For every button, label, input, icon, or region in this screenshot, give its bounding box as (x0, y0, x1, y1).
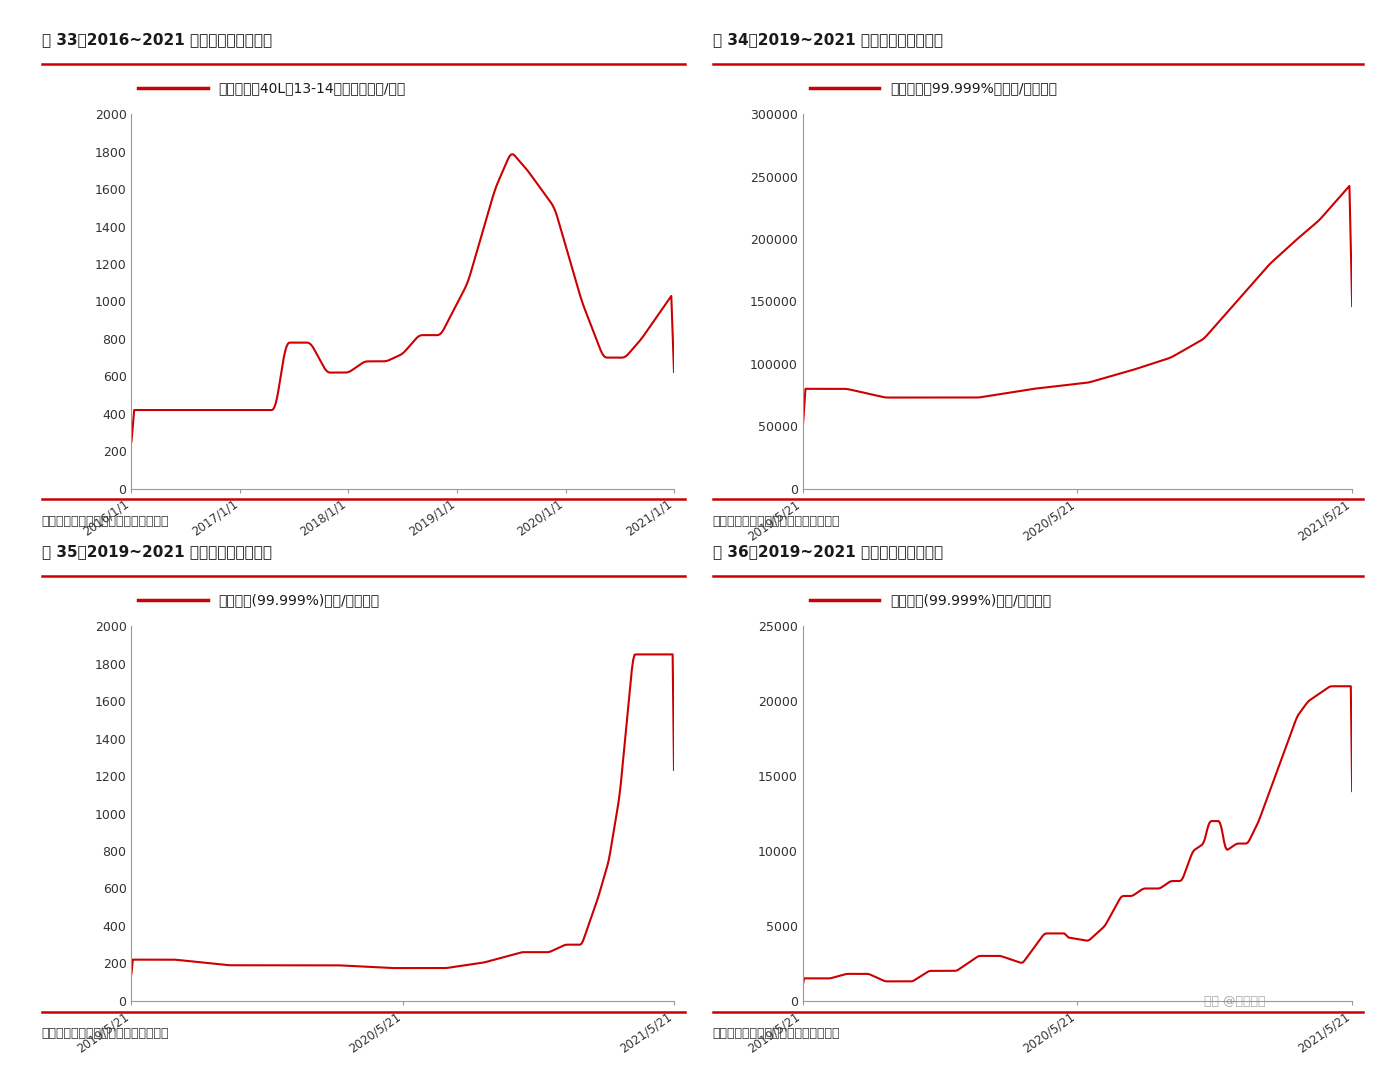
Text: 氦气价格（40L，13-14个压力）（元/瓶）: 氦气价格（40L，13-14个压力）（元/瓶） (219, 81, 406, 95)
Text: 资料来源：卓创资讯，中信证券研究部: 资料来源：卓创资讯，中信证券研究部 (42, 1028, 169, 1040)
Text: 氖气价格(99.999%)（元/立方米）: 氖气价格(99.999%)（元/立方米） (219, 593, 379, 607)
Text: 图 35：2019~2021 年氖气价格变化情况: 图 35：2019~2021 年氖气价格变化情况 (42, 544, 271, 559)
Text: 图 34：2019~2021 年氙气价格变化情况: 图 34：2019~2021 年氙气价格变化情况 (713, 32, 943, 47)
Text: 氙气价格（99.999%）（元/立方米）: 氙气价格（99.999%）（元/立方米） (890, 81, 1057, 95)
Text: 资料来源：卓创资讯，中信证券研究部: 资料来源：卓创资讯，中信证券研究部 (42, 515, 169, 528)
Text: 图 33：2016~2021 年氦气价格变化情况: 图 33：2016~2021 年氦气价格变化情况 (42, 32, 271, 47)
Text: 资料来源：卓创资讯，中信证券研究部: 资料来源：卓创资讯，中信证券研究部 (713, 515, 840, 528)
Text: 资料来源：卓创资讯，中信证券研究部: 资料来源：卓创资讯，中信证券研究部 (713, 1028, 840, 1040)
Text: 图 36：2019~2021 年氪气价格变化情况: 图 36：2019~2021 年氪气价格变化情况 (713, 544, 943, 559)
Text: 氪气价格(99.999%)（元/立方米）: 氪气价格(99.999%)（元/立方米） (890, 593, 1050, 607)
Text: 头条 @远瞻智库: 头条 @远瞻智库 (1204, 996, 1265, 1008)
